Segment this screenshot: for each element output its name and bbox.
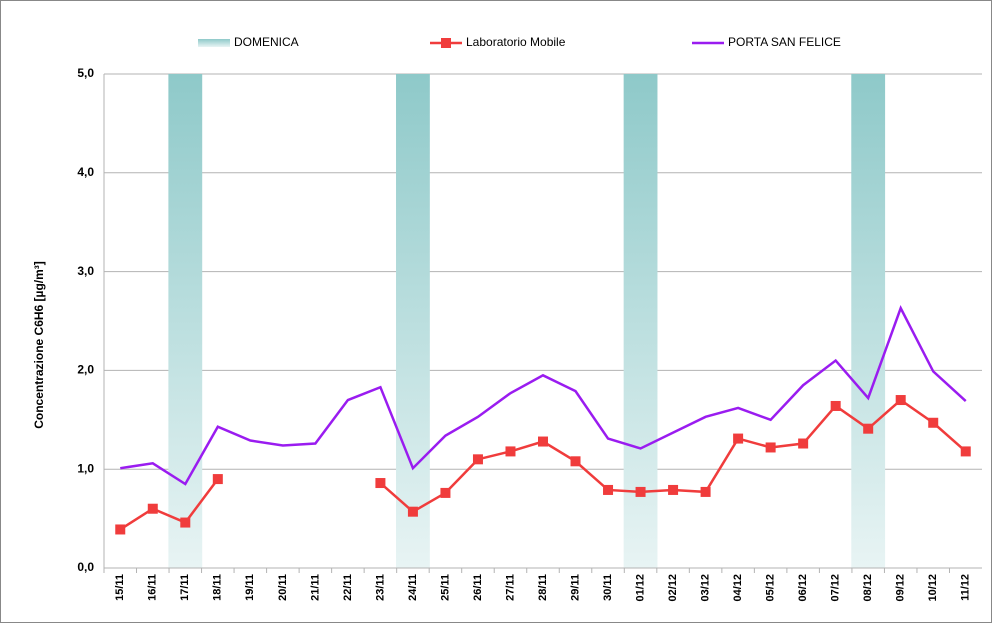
marker: [180, 517, 191, 528]
marker: [635, 486, 646, 497]
marker: [863, 423, 874, 434]
y-tick-label: 0,0: [77, 560, 94, 574]
y-tick-label: 5,0: [77, 66, 94, 80]
x-tick-label: 23/11: [374, 574, 386, 601]
x-tick-label: 03/12: [699, 574, 711, 602]
line: [120, 305, 967, 486]
bar: [851, 74, 886, 568]
x-tick-label: 19/11: [244, 574, 256, 601]
legend-label: DOMENICA: [234, 35, 299, 49]
marker: [928, 417, 939, 428]
x-tick-label: 05/12: [765, 574, 777, 602]
x-tick-label: 30/11: [602, 574, 614, 601]
x-tick-label: 01/12: [634, 574, 646, 602]
x-tick-label: 28/11: [537, 574, 549, 601]
x-tick-label: 21/11: [309, 574, 321, 601]
marker: [668, 484, 679, 495]
marker: [538, 436, 548, 447]
y-tick-label: 2,0: [77, 363, 94, 377]
marker: [733, 433, 744, 444]
marker: [798, 438, 809, 449]
y-tick-label: 3,0: [77, 264, 94, 278]
x-tick-label: 11/12: [960, 574, 972, 601]
marker: [407, 506, 418, 517]
marker: [472, 454, 483, 465]
marker: [765, 442, 776, 453]
legend-marker: [441, 38, 451, 48]
legend-label: Laboratorio Mobile: [466, 35, 566, 49]
y-tick-label: 1,0: [77, 461, 94, 475]
x-tick-label: 02/12: [667, 574, 679, 602]
marker: [375, 478, 386, 489]
bar: [396, 74, 430, 568]
x-tick-label: 08/12: [862, 574, 874, 602]
marker: [895, 395, 906, 406]
marker: [603, 484, 614, 495]
marker: [960, 446, 971, 457]
x-tick-label: 26/11: [472, 574, 484, 601]
y-axis-label: Concentrazione C6H6 [µg/m³]: [32, 261, 46, 429]
x-tick-label: 29/11: [569, 574, 581, 601]
x-tick-label: 06/12: [797, 574, 809, 602]
marker: [570, 456, 581, 467]
bar: [168, 74, 203, 568]
legend-label: PORTA SAN FELICE: [728, 35, 841, 49]
x-tick-label: 15/11: [114, 574, 126, 601]
marker: [830, 400, 841, 411]
x-tick-label: 09/12: [895, 574, 907, 602]
marker: [700, 486, 711, 497]
marker: [440, 487, 451, 498]
x-tick-label: 25/11: [439, 574, 451, 601]
x-tick-label: 07/12: [830, 574, 842, 602]
marker: [147, 503, 158, 514]
x-tick-label: 22/11: [342, 574, 354, 601]
x-tick-label: 10/12: [927, 574, 939, 602]
bar: [623, 74, 658, 568]
marker: [505, 446, 516, 457]
y-tick-label: 4,0: [77, 165, 94, 179]
legend-swatch: [198, 39, 230, 47]
x-tick-label: 24/11: [407, 574, 419, 601]
marker: [212, 474, 223, 485]
x-tick-label: 18/11: [212, 574, 224, 601]
x-tick-label: 16/11: [147, 574, 159, 601]
x-tick-label: 20/11: [277, 574, 289, 601]
x-tick-label: 27/11: [504, 574, 516, 601]
x-tick-label: 17/11: [179, 574, 191, 601]
x-tick-label: 04/12: [732, 574, 744, 602]
marker: [115, 524, 126, 535]
